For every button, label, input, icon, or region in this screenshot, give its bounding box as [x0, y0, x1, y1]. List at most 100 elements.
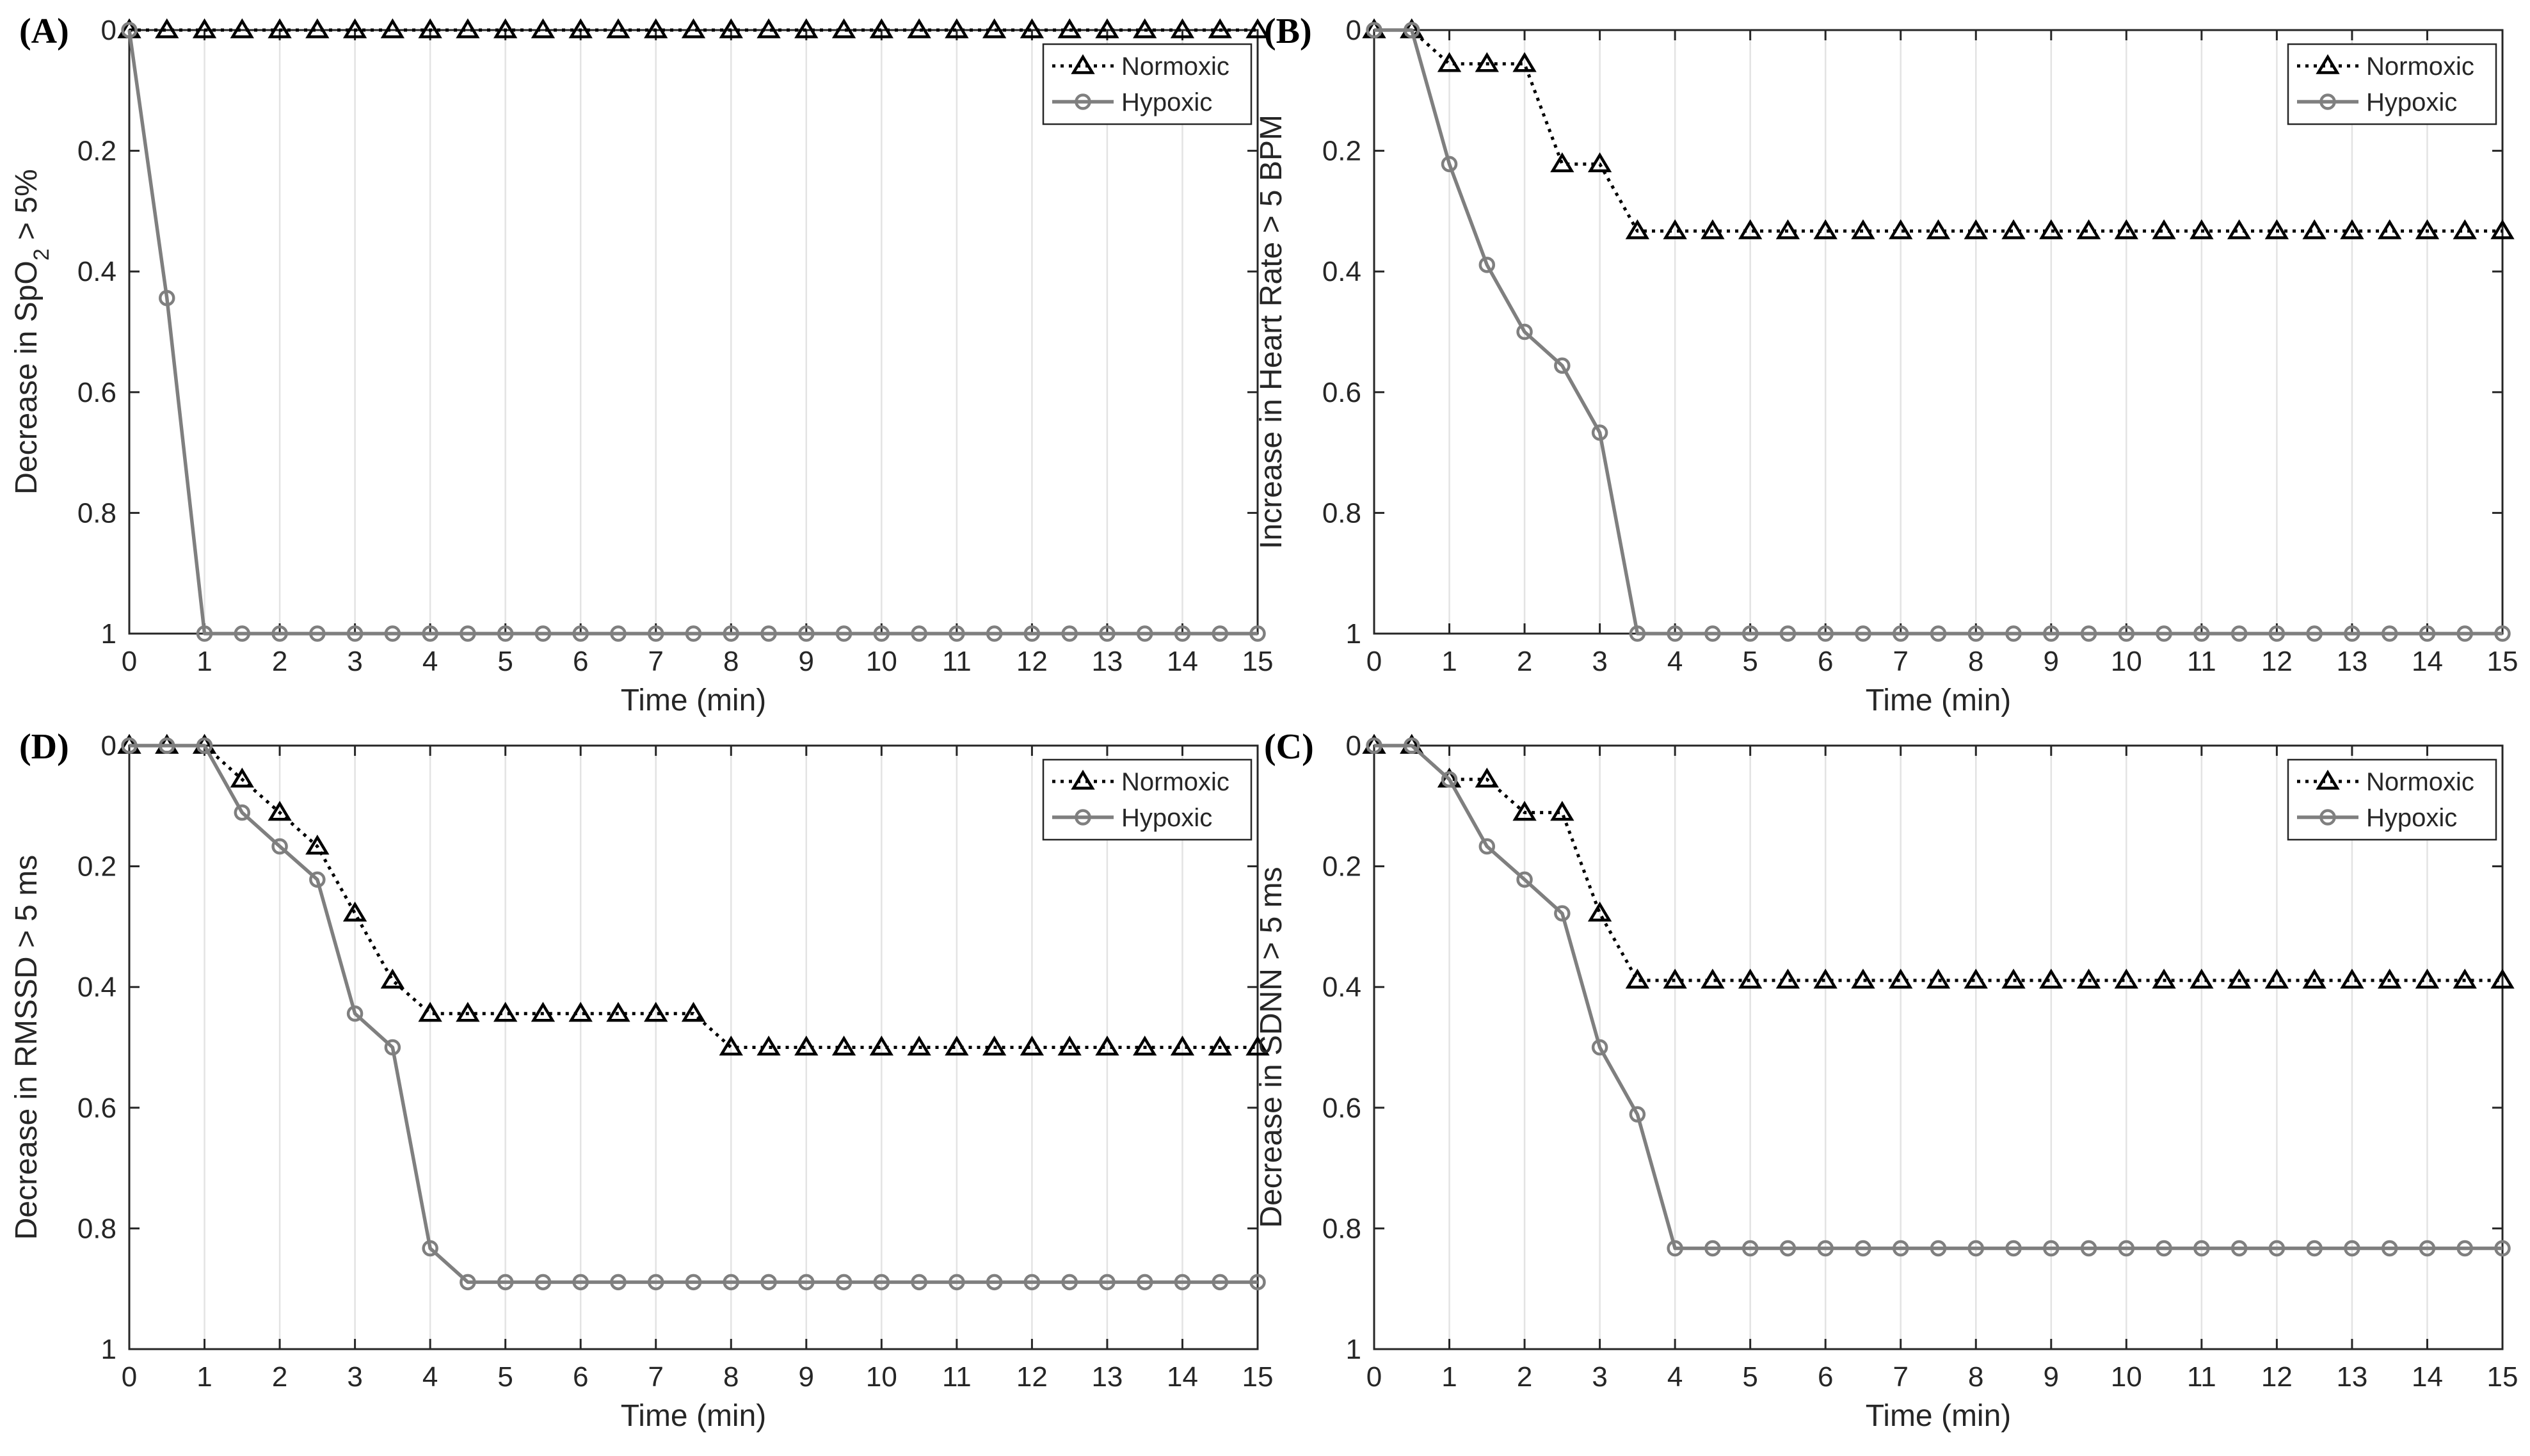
- legend-marker-normoxic: [1071, 54, 1095, 74]
- x-tick-label: 15: [1242, 646, 1274, 677]
- data-point-normoxic: [1208, 18, 1232, 38]
- data-point-hypoxic: [2268, 1240, 2286, 1257]
- y-axis-label: Decrease in SpO2 > 5%: [10, 169, 54, 495]
- data-point-hypoxic: [1099, 625, 1116, 642]
- data-point-hypoxic: [2156, 1240, 2172, 1257]
- x-tick-label: 0: [122, 1361, 137, 1393]
- data-point-normoxic: [1851, 219, 1875, 239]
- data-point-hypoxic: [1366, 22, 1382, 38]
- data-point-hypoxic: [911, 625, 927, 642]
- data-point-hypoxic: [2043, 625, 2060, 642]
- data-point-normoxic: [2415, 219, 2440, 239]
- x-tick-label: 10: [866, 1361, 897, 1393]
- data-point-hypoxic: [1855, 625, 1871, 642]
- data-point-normoxic: [1964, 219, 1988, 239]
- data-point-hypoxic: [2456, 1240, 2473, 1257]
- data-point-normoxic: [493, 18, 518, 38]
- data-point-hypoxic: [647, 1274, 664, 1291]
- data-point-hypoxic: [2118, 625, 2135, 642]
- x-tick-label: 11: [942, 1361, 972, 1393]
- data-point-hypoxic: [1061, 625, 1078, 642]
- y-tick-label: 0.8: [1322, 1213, 1361, 1244]
- data-point-hypoxic: [1629, 625, 1646, 642]
- x-tick-label: 14: [2412, 1361, 2443, 1393]
- data-point-normoxic: [2114, 968, 2139, 989]
- y-tick-label: 0.6: [77, 377, 116, 408]
- data-point-hypoxic: [1817, 625, 1834, 642]
- data-point-hypoxic: [2193, 625, 2210, 642]
- data-point-normoxic: [1512, 801, 1537, 821]
- y-tick-label: 0.2: [1322, 136, 1361, 167]
- data-point-hypoxic: [572, 625, 589, 642]
- x-tick-label: 15: [1242, 1361, 1274, 1393]
- legend-box: [2287, 758, 2497, 841]
- data-point-normoxic: [2227, 968, 2252, 989]
- x-tick-label: 13: [2336, 646, 2367, 677]
- data-point-normoxic: [380, 18, 405, 38]
- x-tick-label: 12: [2261, 646, 2293, 677]
- data-point-normoxic: [794, 1036, 819, 1056]
- data-point-hypoxic: [1366, 737, 1382, 754]
- data-point-hypoxic: [271, 625, 288, 642]
- legend-box: [2287, 43, 2497, 125]
- data-point-normoxic: [1512, 52, 1537, 72]
- data-point-normoxic: [1245, 1036, 1270, 1056]
- data-point-hypoxic: [1212, 625, 1228, 642]
- y-tick-label: 0: [101, 15, 116, 46]
- data-point-normoxic: [2490, 968, 2515, 989]
- data-point-normoxic: [1813, 968, 1837, 989]
- chart-panel-b: 0 1 2 3 4 5 6 7 8 9 10 11 12 13 14 1500.20.40.60.81Time…: [1254, 12, 2518, 717]
- data-point-hypoxic: [2193, 1240, 2210, 1257]
- x-tick-label: 8: [1968, 646, 1983, 677]
- x-tick-label: 0: [1366, 646, 1382, 677]
- legend: Normoxic Hypoxic: [1042, 43, 1253, 125]
- x-tick-label: 3: [1592, 1361, 1607, 1393]
- y-tick-label: 0.6: [1322, 377, 1361, 408]
- y-tick-label: 1: [1346, 1334, 1361, 1365]
- y-tick-label: 0: [1346, 730, 1361, 762]
- x-tick-label: 15: [2487, 1361, 2518, 1393]
- legend-entry-normoxic: Normoxic: [1121, 768, 1229, 796]
- x-tick-label: 5: [1742, 646, 1757, 677]
- x-tick-label: 1: [1441, 646, 1457, 677]
- data-point-normoxic: [1625, 219, 1650, 239]
- y-axis-label-main: Decrease in RMSSD > 5 ms: [10, 855, 44, 1240]
- data-point-normoxic: [268, 801, 292, 821]
- data-point-normoxic: [945, 1036, 969, 1056]
- legend: Normoxic Hypoxic: [2287, 43, 2497, 125]
- data-point-normoxic: [1170, 1036, 1195, 1056]
- series-line-normoxic: [1374, 744, 2502, 982]
- data-point-hypoxic: [685, 1274, 702, 1291]
- x-tick-label: 3: [347, 646, 362, 677]
- data-point-normoxic: [1663, 968, 1687, 989]
- data-point-hypoxic: [1667, 625, 1683, 642]
- x-tick-label: 13: [1091, 1361, 1123, 1393]
- data-point-hypoxic: [986, 1274, 1003, 1291]
- data-point-normoxic: [681, 1002, 706, 1022]
- data-point-normoxic: [606, 1002, 630, 1022]
- x-tick-label: 1: [1441, 1361, 1457, 1393]
- data-point-normoxic: [644, 1002, 668, 1022]
- data-point-hypoxic: [2494, 1240, 2511, 1257]
- data-point-normoxic: [531, 1002, 556, 1022]
- data-point-normoxic: [1133, 18, 1157, 38]
- data-point-normoxic: [869, 1036, 894, 1056]
- data-point-hypoxic: [2268, 625, 2286, 642]
- data-point-hypoxic: [159, 737, 175, 754]
- data-point-normoxic: [2152, 968, 2176, 989]
- panel-label: (A): [19, 12, 69, 51]
- data-point-normoxic: [719, 1036, 743, 1056]
- x-tick-label: 10: [866, 646, 897, 677]
- data-point-normoxic: [1775, 219, 1800, 239]
- data-point-hypoxic: [1478, 257, 1496, 273]
- data-point-normoxic: [1701, 219, 1725, 239]
- data-point-hypoxic: [1023, 1274, 1041, 1291]
- y-tick-label: 0.4: [1322, 256, 1361, 287]
- data-point-normoxic: [493, 1002, 518, 1022]
- x-tick-label: 13: [1091, 646, 1123, 677]
- data-point-normoxic: [982, 18, 1007, 38]
- y-tick-label: 1: [101, 1334, 116, 1365]
- data-point-hypoxic: [497, 1274, 514, 1291]
- y-tick-label: 0: [1346, 15, 1361, 46]
